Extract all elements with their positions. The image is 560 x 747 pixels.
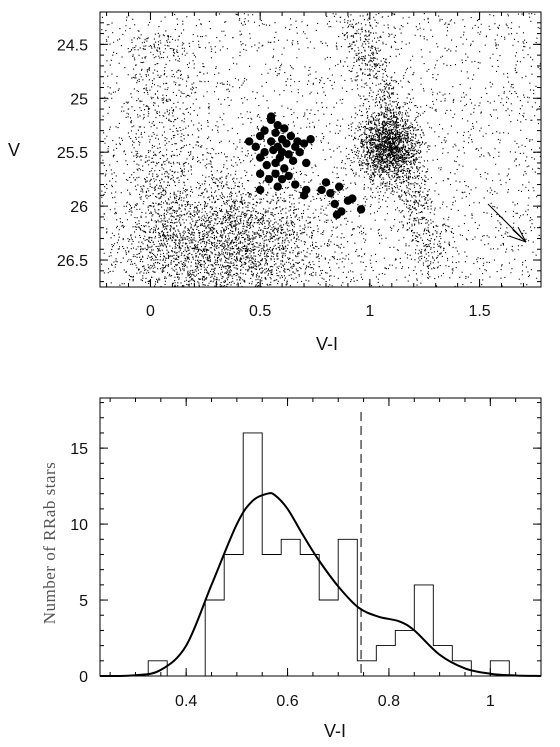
cmd-background-stars	[101, 13, 541, 288]
rrab-star-point	[302, 158, 311, 168]
rrab-star-point	[251, 142, 260, 152]
y-tick-label: 15	[70, 441, 88, 458]
rrab-star-point	[244, 137, 254, 146]
rrab-star-point	[302, 185, 311, 195]
rrab-star-point	[299, 139, 309, 148]
histogram-y-axis: 0 5 10 15	[70, 402, 541, 686]
y-tick-label: 26.5	[57, 253, 88, 270]
rrab-star-point	[282, 139, 291, 148]
rrab-star-point	[293, 137, 302, 146]
rrab-star-point	[264, 174, 274, 184]
x-tick-label: 1	[486, 693, 495, 710]
rrab-star-point	[273, 182, 282, 191]
rrab-star-point	[277, 147, 287, 157]
rrab-star-point	[321, 178, 331, 187]
rrab-star-point	[332, 210, 342, 219]
rrab-star-point	[284, 171, 293, 181]
cmd-x-axis-label: V-I	[316, 334, 338, 354]
y-tick-label: 5	[79, 593, 88, 610]
histogram-y-axis-label: Number of RRab stars	[40, 462, 59, 625]
rrab-star-point	[266, 137, 276, 146]
x-tick-label: 1.5	[468, 303, 490, 320]
rrab-star-point	[348, 194, 357, 203]
rrab-star-point	[317, 185, 326, 195]
rrab-star-point	[260, 126, 269, 135]
y-tick-label: 26	[70, 199, 88, 216]
histogram-plot-frame	[99, 397, 542, 677]
cmd-y-axis-label: V	[8, 140, 20, 160]
rrab-star-point	[334, 182, 344, 191]
rrab-star-point	[288, 156, 298, 166]
rrab-star-point	[280, 124, 289, 133]
cmd-y-axis: 24.5 25 25.5 26 26.5	[57, 22, 541, 283]
smoothed-distribution-curve	[99, 492, 542, 677]
rrab-star-point	[271, 169, 280, 178]
histogram-steps	[147, 432, 510, 677]
cmd-panel: 0 0.5 1 1.5 24.5 25 25.5 26 26.5 V-I V	[8, 11, 542, 354]
histogram-x-axis: 0.4 0.6 0.8 1	[109, 398, 517, 710]
rrab-star-point	[277, 174, 287, 184]
y-tick-label: 0	[79, 669, 88, 686]
x-tick-label: 0.4	[175, 693, 197, 710]
reddening-vector-arrow	[487, 203, 527, 243]
rrab-star-point	[255, 169, 265, 178]
rrab-star-point	[291, 180, 300, 189]
rrab-star-point	[284, 150, 293, 159]
x-tick-label: 1	[365, 303, 374, 320]
rrab-star-point	[255, 185, 265, 195]
x-tick-label: 0.8	[378, 693, 400, 710]
histogram-x-axis-label: V-I	[324, 721, 346, 741]
rrab-stars	[244, 112, 366, 219]
rrab-star-point	[286, 131, 296, 141]
rrab-star-point	[306, 135, 315, 144]
cmd-x-axis: 0 0.5 1 1.5	[106, 12, 524, 320]
rrab-star-point	[295, 147, 304, 157]
cmd-plot-frame	[99, 11, 542, 288]
rrab-star-point	[271, 128, 280, 137]
y-tick-label: 25.5	[57, 145, 88, 162]
rrab-star-point	[330, 199, 339, 209]
rrab-star-point	[260, 147, 269, 157]
rrab-star-point	[262, 160, 271, 170]
rrab-star-point	[326, 188, 335, 198]
rrab-star-point	[280, 164, 289, 173]
y-tick-label: 10	[70, 517, 88, 534]
rrab-star-point	[356, 205, 366, 214]
histogram-panel: 0.4 0.6 0.8 1 0 5 10 15 V-I Number of RRab sta…	[40, 397, 542, 741]
y-tick-label: 25	[70, 91, 88, 108]
rrab-star-point	[273, 121, 282, 130]
rrab-star-point	[266, 112, 276, 121]
background-star-points	[101, 13, 541, 288]
y-tick-label: 24.5	[57, 37, 88, 54]
x-tick-label: 0	[146, 303, 155, 320]
x-tick-label: 0.5	[249, 303, 271, 320]
x-tick-label: 0.6	[276, 693, 298, 710]
